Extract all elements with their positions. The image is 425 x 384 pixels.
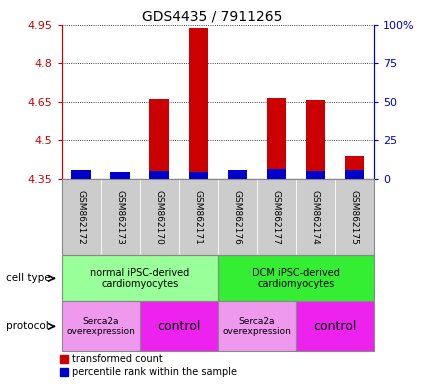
Bar bbox=[71, 172, 91, 179]
Text: GSM862176: GSM862176 bbox=[233, 190, 242, 245]
Legend: transformed count, percentile rank within the sample: transformed count, percentile rank withi… bbox=[60, 354, 237, 377]
Text: GSM862170: GSM862170 bbox=[155, 190, 164, 245]
Text: GSM862174: GSM862174 bbox=[311, 190, 320, 245]
Bar bbox=[189, 28, 208, 179]
Text: GSM862172: GSM862172 bbox=[76, 190, 86, 245]
Bar bbox=[266, 169, 286, 179]
Bar bbox=[227, 172, 247, 179]
Bar bbox=[150, 99, 169, 179]
Bar bbox=[306, 171, 325, 179]
Text: GSM862177: GSM862177 bbox=[272, 190, 281, 245]
Text: GDS4435 / 7911265: GDS4435 / 7911265 bbox=[142, 10, 283, 23]
Bar bbox=[110, 172, 130, 179]
Text: protocol: protocol bbox=[6, 321, 49, 331]
Text: control: control bbox=[157, 320, 201, 333]
Text: GSM862171: GSM862171 bbox=[194, 190, 203, 245]
Bar bbox=[345, 170, 364, 179]
Bar bbox=[306, 101, 325, 179]
Bar bbox=[345, 156, 364, 179]
Text: GSM862175: GSM862175 bbox=[350, 190, 359, 245]
Bar bbox=[227, 170, 247, 179]
Text: GSM862173: GSM862173 bbox=[116, 190, 125, 245]
Text: DCM iPSC-derived
cardiomyocytes: DCM iPSC-derived cardiomyocytes bbox=[252, 268, 340, 289]
Text: Serca2a
overexpression: Serca2a overexpression bbox=[222, 317, 291, 336]
Bar bbox=[71, 170, 91, 179]
Text: Serca2a
overexpression: Serca2a overexpression bbox=[66, 317, 135, 336]
Text: cell type: cell type bbox=[6, 273, 51, 283]
Text: control: control bbox=[313, 320, 357, 333]
Bar bbox=[189, 172, 208, 179]
Bar bbox=[266, 98, 286, 179]
Bar bbox=[110, 175, 130, 179]
Text: normal iPSC-derived
cardiomyocytes: normal iPSC-derived cardiomyocytes bbox=[90, 268, 190, 289]
Bar bbox=[150, 171, 169, 179]
